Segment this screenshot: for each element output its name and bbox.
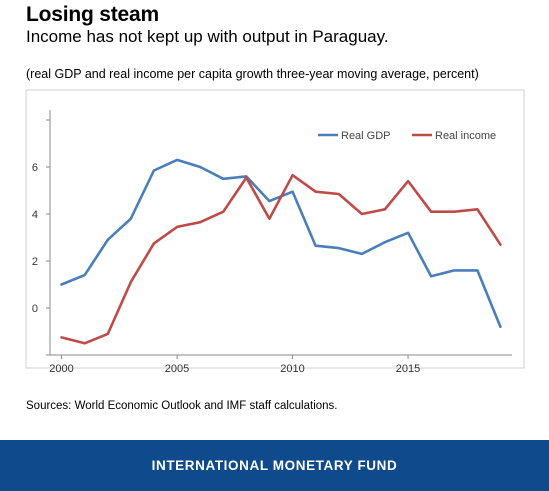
footer-label: INTERNATIONAL MONETARY FUND bbox=[152, 458, 398, 473]
series-line-real-income bbox=[62, 175, 501, 343]
x-tick-label: 2010 bbox=[280, 363, 304, 375]
y-tick-label: 2 bbox=[32, 256, 38, 268]
series-line-real-gdp bbox=[62, 160, 501, 327]
legend: Real GDP Real income bbox=[318, 130, 496, 142]
x-tick-label: 2015 bbox=[396, 363, 420, 375]
legend-label: Real GDP bbox=[341, 130, 391, 142]
x-tick-label: 2005 bbox=[165, 363, 189, 375]
y-tick-label: 6 bbox=[32, 162, 38, 174]
x-tick-label: 2000 bbox=[49, 363, 73, 375]
line-chart: 0 2 4 6 2000 2005 2010 2015 Real GDP Real income bbox=[0, 0, 549, 400]
legend-label: Real income bbox=[435, 130, 496, 142]
series-group bbox=[62, 160, 501, 343]
y-tick-label: 0 bbox=[32, 303, 38, 315]
footer-bar: INTERNATIONAL MONETARY FUND bbox=[0, 440, 549, 491]
sources-note: Sources: World Economic Outlook and IMF … bbox=[26, 400, 338, 412]
y-tick-label: 4 bbox=[32, 209, 38, 221]
